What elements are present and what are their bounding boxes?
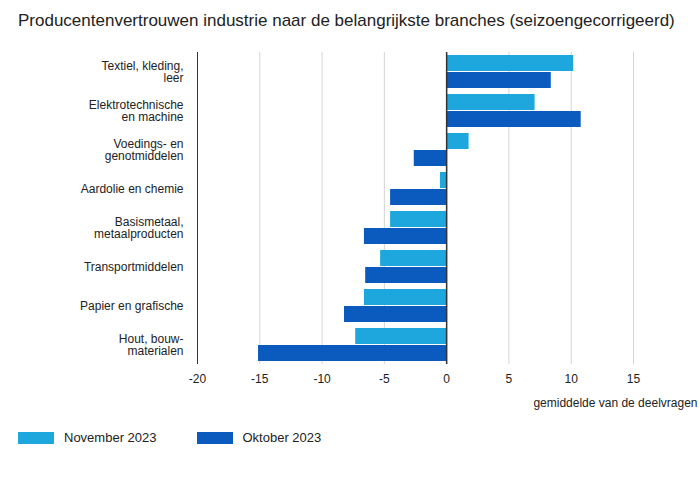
svg-text:Papier en grafische: Papier en grafische (80, 299, 184, 313)
svg-text:-20: -20 (189, 372, 207, 386)
svg-text:-10: -10 (313, 372, 331, 386)
svg-text:Voedings- engenotmiddelen: Voedings- engenotmiddelen (105, 137, 184, 163)
html-text:November 2023: November 2023 (64, 430, 157, 445)
svg-text:-5: -5 (379, 372, 390, 386)
html-text:Oktober 2023: Oktober 2023 (242, 430, 322, 445)
svg-text:Transportmiddelen: Transportmiddelen (84, 260, 184, 274)
svg-text:Aardolie en chemie: Aardolie en chemie (81, 182, 184, 196)
svg-text:Textiel, kleding,leer: Textiel, kleding,leer (101, 59, 183, 85)
svg-text:-15: -15 (251, 372, 269, 386)
svg-text:0: 0 (443, 372, 450, 386)
svg-text:Elektrotechnischeen machine: Elektrotechnischeen machine (89, 98, 184, 124)
svg-text:15: 15 (627, 372, 641, 386)
svg-text:10: 10 (565, 372, 579, 386)
svg-text:gemiddelde van de deelvragen: gemiddelde van de deelvragen (533, 396, 697, 410)
svg-text:Hout, bouw-materialen: Hout, bouw-materialen (119, 332, 184, 358)
svg-text:5: 5 (506, 372, 513, 386)
html-text:Producentenvertrouwen industri: Producentenvertrouwen industrie naar de … (18, 11, 675, 30)
svg-text:Basismetaal,metaalproducten: Basismetaal,metaalproducten (94, 215, 183, 241)
